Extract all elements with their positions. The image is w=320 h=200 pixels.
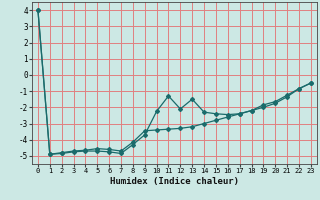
X-axis label: Humidex (Indice chaleur): Humidex (Indice chaleur): [110, 177, 239, 186]
